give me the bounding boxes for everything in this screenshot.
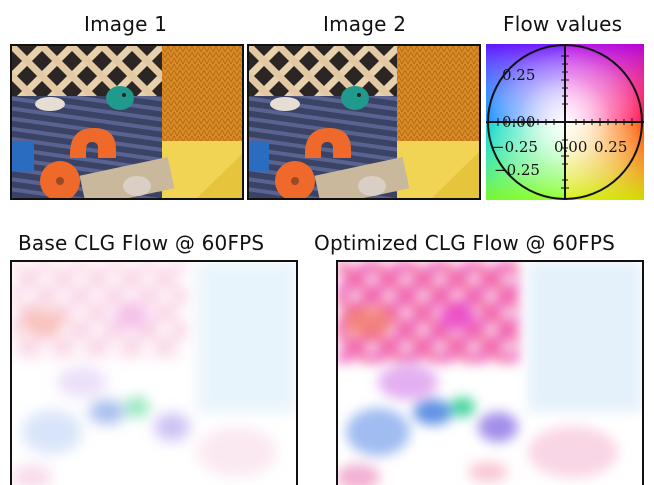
flow-values-title: Flow values (503, 12, 623, 36)
x-tick-zero: 0.00 (554, 138, 587, 156)
optimized-flow-title: Optimized CLG Flow @ 60FPS (314, 231, 615, 255)
image1-panel (10, 44, 244, 200)
y-tick-pos: 0.25 (502, 66, 535, 84)
image2-scene (249, 46, 479, 198)
optimized-flow-panel (336, 260, 644, 485)
image2-panel (247, 44, 481, 200)
image1-scene (12, 46, 242, 198)
flow-color-wheel: 0.25 0.00 −0.25 −0.25 0.00 0.25 (486, 44, 644, 200)
image2-title: Image 2 (323, 12, 407, 36)
x-tick-pos: 0.25 (594, 138, 627, 156)
x-tick-neg: −0.25 (492, 138, 538, 156)
y-tick-zero: 0.00 (502, 113, 535, 131)
optimized-flow-field (338, 262, 642, 485)
image1-title: Image 1 (84, 12, 168, 36)
base-flow-panel (10, 260, 298, 485)
base-flow-field (12, 262, 296, 485)
base-flow-title: Base CLG Flow @ 60FPS (18, 231, 265, 255)
y-tick-neg: −0.25 (494, 161, 540, 179)
flow-values-panel: 0.25 0.00 −0.25 −0.25 0.00 0.25 (486, 44, 644, 200)
